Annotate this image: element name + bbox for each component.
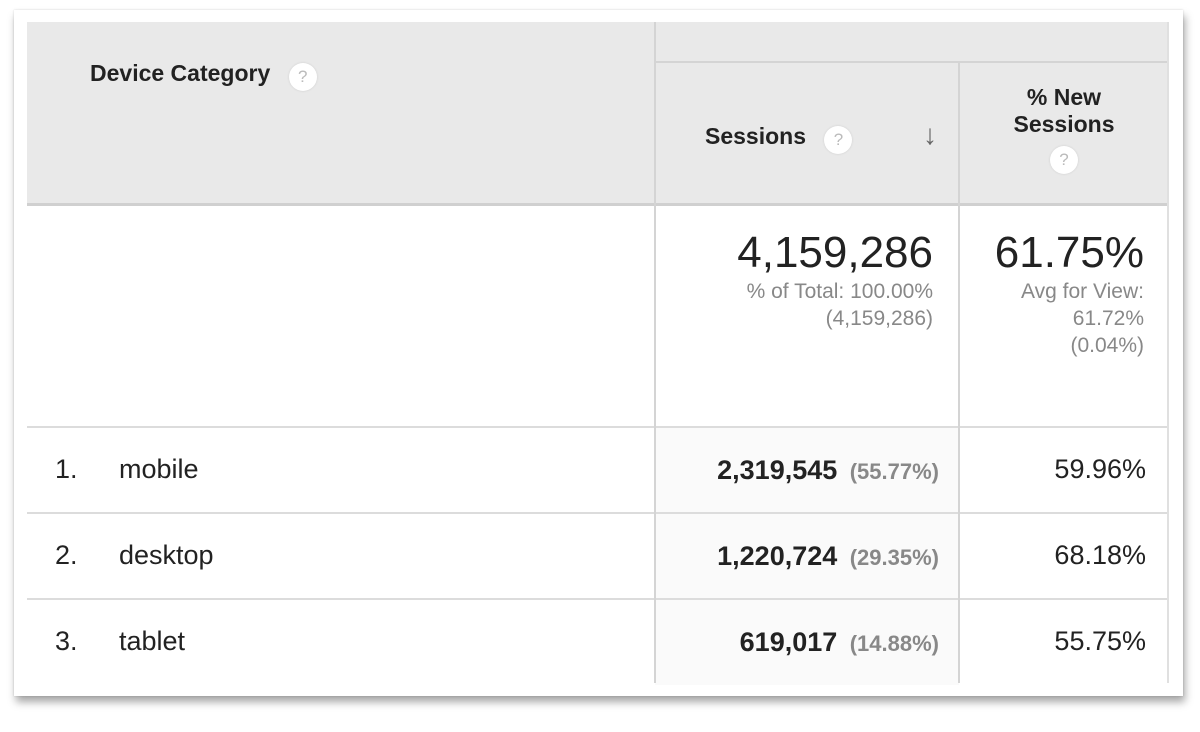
table-row[interactable]: 2. desktop 1,220,724 (29.35%) 68.18% bbox=[27, 514, 1168, 599]
help-icon[interactable]: ? bbox=[1050, 146, 1078, 174]
avg-for-view-diff: (0.04%) bbox=[1070, 334, 1144, 357]
column-header-new-sessions[interactable]: % New Sessions ? bbox=[960, 84, 1168, 174]
row-index: 2. bbox=[55, 540, 78, 570]
new-sessions-value: 68.18% bbox=[1054, 540, 1146, 570]
divider bbox=[655, 61, 1168, 63]
sessions-pct-of-total: % of Total: 100.00% bbox=[746, 280, 933, 303]
sort-descending-icon[interactable]: ↓ bbox=[923, 119, 937, 150]
column-header-device-category[interactable]: Device Category ? bbox=[90, 60, 317, 91]
table-header bbox=[27, 22, 1168, 203]
table-row[interactable]: 3. tablet 619,017 (14.88%) 55.75% bbox=[27, 600, 1168, 685]
sessions-total: 4,159,286 bbox=[737, 228, 933, 277]
device-link[interactable]: mobile bbox=[119, 454, 199, 484]
device-link[interactable]: desktop bbox=[119, 540, 214, 570]
row-index: 1. bbox=[55, 454, 78, 484]
column-label: Sessions bbox=[1013, 111, 1115, 137]
summary-sessions: 4,159,286 % of Total: 100.00% (4,159,286… bbox=[655, 228, 933, 332]
column-header-sessions[interactable]: Sessions ? ↓ bbox=[705, 119, 955, 154]
column-label: % New bbox=[1026, 84, 1102, 110]
sessions-value: 2,319,545 bbox=[717, 455, 838, 485]
divider bbox=[27, 598, 1168, 600]
sessions-share: (29.35%) bbox=[849, 545, 939, 570]
row-index: 3. bbox=[55, 626, 78, 656]
divider bbox=[27, 426, 1168, 428]
sessions-value: 619,017 bbox=[739, 627, 838, 657]
divider bbox=[27, 203, 1168, 206]
device-link[interactable]: tablet bbox=[119, 626, 186, 656]
sessions-cell-bg bbox=[655, 600, 959, 685]
sessions-share: (55.77%) bbox=[849, 459, 939, 484]
sessions-abs-total: (4,159,286) bbox=[825, 307, 933, 330]
new-sessions-value: 59.96% bbox=[1054, 454, 1146, 484]
sessions-share: (14.88%) bbox=[849, 631, 939, 656]
sessions-cell-bg bbox=[655, 428, 959, 513]
column-label: Sessions bbox=[705, 123, 806, 149]
sessions-value: 1,220,724 bbox=[717, 541, 838, 571]
sessions-cell-bg bbox=[655, 514, 959, 599]
help-icon[interactable]: ? bbox=[824, 125, 853, 154]
avg-for-view-value: 61.72% bbox=[1072, 307, 1144, 330]
help-icon[interactable]: ? bbox=[288, 62, 317, 91]
avg-for-view-label: Avg for View: bbox=[1021, 280, 1144, 303]
column-label: Device Category bbox=[90, 60, 271, 86]
column-divider bbox=[654, 22, 656, 683]
table-row[interactable]: 1. mobile 2,319,545 (55.77%) 59.96% bbox=[27, 428, 1168, 513]
summary-new-sessions: 61.75% Avg for View: 61.72% (0.04%) bbox=[960, 228, 1144, 359]
new-sessions-value: 55.75% bbox=[1054, 626, 1146, 656]
new-sessions-total: 61.75% bbox=[994, 228, 1144, 277]
divider bbox=[27, 512, 1168, 514]
column-divider bbox=[958, 61, 960, 683]
column-divider bbox=[1167, 22, 1169, 683]
